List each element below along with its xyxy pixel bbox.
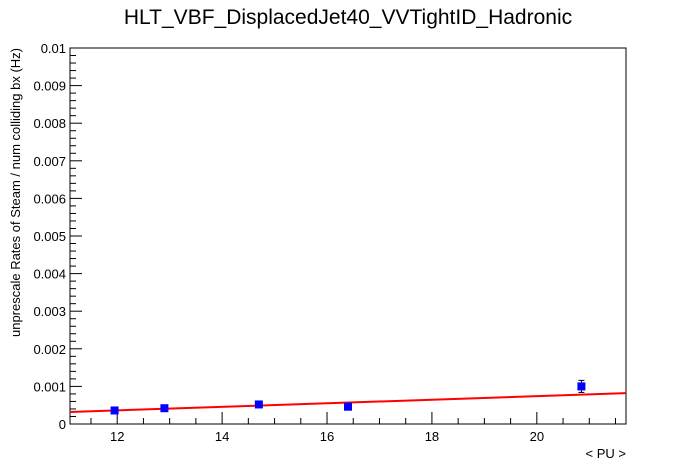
chart-title: HLT_VBF_DisplacedJet40_VVTightID_Hadroni…	[124, 6, 572, 29]
y-tick-label: 0.007	[33, 154, 66, 169]
data-point	[254, 400, 263, 409]
y-tick-label: 0.003	[33, 304, 66, 319]
plot-frame	[69, 47, 627, 425]
y-axis-label: unprescale Rates of Steam / num collidin…	[8, 48, 23, 337]
y-tick-label: 0.009	[33, 79, 66, 94]
x-tick-label: 12	[110, 429, 124, 444]
y-tick-label: 0.001	[33, 379, 66, 394]
y-tick-label: 0.005	[33, 229, 66, 244]
y-tick-label: 0.01	[41, 41, 66, 56]
x-tick-label: 20	[530, 429, 544, 444]
x-tick-label: 18	[425, 429, 439, 444]
y-axis-ticks: 0 0.001 0.002 0.003 0.004 0.005 0.006 0.007 0.00…	[33, 41, 82, 432]
y-tick-label: 0	[59, 417, 66, 432]
y-tick-label: 0.004	[33, 267, 66, 282]
x-tick-label: 16	[320, 429, 334, 444]
y-tick-label: 0.006	[33, 191, 66, 206]
y-tick-label: 0.008	[33, 116, 66, 131]
data-point	[344, 402, 352, 411]
data-point	[577, 382, 586, 391]
data-point	[110, 406, 119, 415]
data-point	[160, 404, 169, 413]
x-tick-label: 14	[215, 429, 229, 444]
points-layer	[110, 379, 586, 415]
x-axis-ticks: 12 14 16 18 20	[90, 412, 617, 444]
x-axis-label: < PU >	[586, 446, 626, 461]
y-tick-label: 0.002	[33, 342, 66, 357]
